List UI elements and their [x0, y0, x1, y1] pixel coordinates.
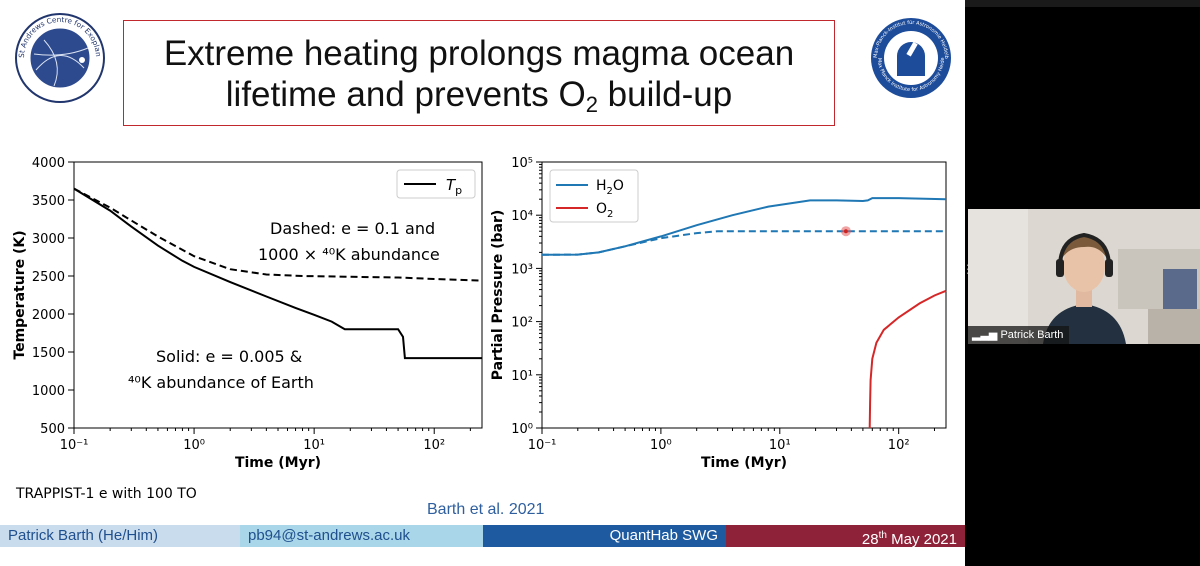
pressure-y-tick-label: 10³	[511, 262, 533, 277]
annotation-solid-line-1: Solid: e = 0.005 &	[156, 347, 302, 366]
temperature-y-tick-label: 500	[40, 422, 65, 437]
temperature-y-tick-label: 1500	[32, 346, 65, 361]
title-line-1: Extreme heating prolongs magma ocean	[163, 34, 795, 73]
legend-o2-label: O2	[596, 201, 613, 220]
temperature-x-tick-label: 10²	[423, 438, 445, 453]
legend-o2-main: O	[596, 201, 607, 217]
pressure-x-tick-label: 10⁻¹	[528, 438, 557, 453]
signal-bars-icon: ▂▃▅	[972, 329, 998, 341]
pressure-h2o-dashed-line	[541, 230, 946, 256]
citation: Barth et al. 2021	[427, 501, 545, 518]
participant-video-feed	[968, 209, 1200, 344]
max-planck-logo: Max-Planck-Institut für Astronomie Heide…	[868, 8, 952, 108]
slide-footer: Patrick Barth (He/Him) pb94@st-andrews.a…	[0, 525, 965, 548]
temperature-y-tick-label: 1000	[32, 384, 65, 399]
footer-presenter-name: Patrick Barth (He/Him)	[0, 525, 240, 547]
title-line-2-pre: lifetime and prevents O	[225, 75, 586, 114]
temperature-y-axis-label: Temperature (K)	[12, 230, 28, 359]
pressure-y-tick-label: 10²	[511, 316, 533, 331]
legend-tp-label: Tp	[446, 176, 462, 197]
title-line-2-subscript: 2	[585, 92, 598, 117]
pressure-y-tick-label: 10⁴	[511, 209, 533, 224]
legend-h2o-label: H2O	[596, 178, 624, 197]
st-andrews-logo-graphic: St Andrews Centre for Exoplanet Science	[12, 5, 105, 103]
footer-date-rest: May 2021	[886, 531, 957, 548]
pressure-legend-box	[549, 169, 639, 223]
cursor-dot	[843, 229, 848, 234]
annotation-dashed-line-1: Dashed: e = 0.1 and	[270, 219, 435, 238]
temperature-y-tick-label: 3000	[32, 232, 65, 247]
temperature-y-tick-label: 2500	[32, 270, 65, 285]
participant-name-label: ▂▃▅ Patrick Barth	[968, 326, 1070, 344]
temperature-dashed-line	[73, 187, 483, 282]
temperature-x-axis-label: Time (Myr)	[235, 455, 321, 471]
pressure-y-axis-label: Partial Pressure (bar)	[490, 210, 506, 381]
legend-o2-sub: 2	[607, 209, 613, 220]
legend-h2o-sub: 2	[607, 186, 613, 197]
temperature-x-tick-label: 10¹	[303, 438, 325, 453]
max-planck-logo-graphic: Max-Planck-Institut für Astronomie Heide…	[868, 8, 951, 98]
pressure-x-axis-label: Time (Myr)	[701, 455, 787, 471]
slide-caption: TRAPPIST-1 e with 100 TO	[16, 486, 197, 502]
legend-tp-sub: p	[455, 184, 462, 197]
pressure-y-tick-label: 10⁵	[511, 156, 533, 171]
temperature-plot-area	[73, 161, 483, 429]
temperature-x-tick-label: 10⁰	[183, 438, 205, 453]
footer-date-day: 28	[861, 531, 879, 548]
footer-date-suffix: th	[878, 530, 887, 541]
annotation-solid-line-2: ⁴⁰K abundance of Earth	[128, 373, 314, 392]
slide-title: Extreme heating prolongs magma ocean lif…	[124, 33, 834, 125]
legend-h2o-main: H	[596, 178, 607, 194]
temperature-chart: 10⁻¹ 10⁰ 10¹ 10² 500 1000 1500 2000 2500 3000 3500…	[12, 156, 483, 471]
footer-meeting: QuantHab SWG	[483, 525, 726, 547]
temperature-solid-line	[73, 187, 482, 360]
temperature-x-tick-label: 10⁻¹	[60, 438, 89, 453]
temperature-y-tick-label: 4000	[32, 156, 65, 171]
pressure-x-tick-label: 10²	[888, 438, 910, 453]
annotation-dashed-line-2: 1000 × ⁴⁰K abundance	[258, 245, 440, 264]
pressure-x-tick-label: 10¹	[769, 438, 791, 453]
participant-name: Patrick Barth	[1000, 329, 1064, 341]
temperature-y-tick-label: 3500	[32, 194, 65, 209]
slide-title-box: Extreme heating prolongs magma ocean lif…	[123, 20, 835, 126]
pressure-o2-line	[868, 289, 947, 429]
legend-h2o-post: O	[613, 178, 624, 194]
pressure-y-tick-label: 10⁰	[511, 422, 533, 437]
st-andrews-logo: St Andrews Centre for Exoplanet Science	[12, 5, 106, 108]
footer-date: 28th May 2021	[726, 525, 965, 548]
pressure-y-tick-label: 10¹	[511, 369, 533, 384]
participant-video-tile[interactable]: ▂▃▅ Patrick Barth	[968, 209, 1200, 344]
title-line-2: lifetime and prevents O2 build-up	[225, 75, 733, 117]
pressure-h2o-line	[541, 197, 947, 256]
footer-email: pb94@st-andrews.ac.uk	[240, 525, 483, 547]
legend-tp-main: T	[446, 176, 457, 194]
presentation-slide: St Andrews Centre for Exoplanet Science …	[0, 0, 965, 566]
temperature-y-tick-label: 2000	[32, 308, 65, 323]
pressure-x-tick-label: 10⁰	[650, 438, 672, 453]
title-line-2-post: build-up	[597, 75, 733, 114]
